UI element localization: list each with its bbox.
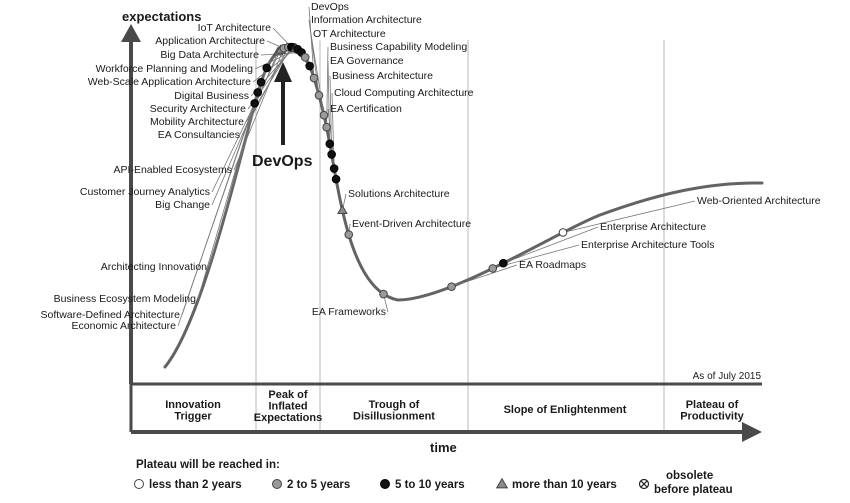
technology-label: Cloud Computing Architecture bbox=[334, 87, 474, 99]
technology-marker bbox=[344, 230, 354, 239]
technology-label: Web-Oriented Architecture bbox=[697, 195, 821, 207]
legend-marker-lt2 bbox=[134, 479, 144, 489]
phase-label: Peak of Inflated Expectations bbox=[254, 389, 322, 424]
label-connector bbox=[503, 226, 599, 264]
technology-label: Architecting Innovation bbox=[101, 261, 207, 273]
technology-label: EA Governance bbox=[330, 55, 404, 67]
y-axis bbox=[121, 24, 141, 384]
technology-label: Solutions Architecture bbox=[348, 188, 450, 200]
technology-label: Information Architecture bbox=[311, 14, 422, 26]
technology-marker bbox=[322, 122, 331, 132]
legend-label-lt2: less than 2 years bbox=[149, 479, 242, 491]
technology-label: Business Architecture bbox=[332, 70, 433, 82]
phase-label: Trough of Disillusionment bbox=[353, 399, 435, 423]
technology-marker bbox=[337, 204, 348, 215]
technology-label: Business Ecosystem Modeling bbox=[54, 293, 197, 305]
technology-label: DevOps bbox=[311, 1, 349, 13]
time-axis bbox=[129, 382, 762, 442]
legend-label-5to10: 5 to 10 years bbox=[395, 479, 465, 491]
technology-marker bbox=[309, 73, 319, 83]
technology-label: Enterprise Architecture bbox=[600, 221, 706, 233]
label-connector bbox=[254, 48, 298, 70]
devops-annotation-arrow bbox=[274, 62, 292, 145]
phase-label: Plateau of Productivity bbox=[680, 399, 744, 423]
legend-label-obsolete: obsolete before plateau bbox=[654, 470, 733, 496]
technology-label: EA Roadmaps bbox=[519, 259, 586, 271]
technology-label: Digital Business bbox=[174, 90, 249, 102]
technology-marker bbox=[499, 258, 508, 268]
technology-marker bbox=[300, 53, 310, 62]
technology-label: Business Capability Modeling bbox=[330, 41, 467, 53]
technology-marker bbox=[331, 174, 341, 184]
technology-marker bbox=[325, 139, 335, 149]
as-of-note: As of July 2015 bbox=[693, 371, 762, 382]
technology-label: IoT Architecture bbox=[198, 22, 272, 34]
legend-marker-obsolete bbox=[638, 478, 650, 490]
label-connector bbox=[308, 19, 320, 96]
technology-marker bbox=[379, 289, 388, 299]
technology-label: Web-Scale Application Architecture bbox=[88, 76, 251, 88]
technology-label: Event-Driven Architecture bbox=[352, 218, 471, 230]
technology-label: Software-Defined Architecture bbox=[41, 309, 181, 321]
technology-marker bbox=[319, 110, 329, 120]
phase-label: Innovation Trigger bbox=[165, 399, 221, 423]
technology-marker bbox=[488, 264, 498, 273]
legend-label-gt10: more than 10 years bbox=[512, 479, 617, 491]
technology-label: Enterprise Architecture Tools bbox=[581, 239, 714, 251]
technology-label: Customer Journey Analytics bbox=[80, 186, 210, 198]
legend-title: Plateau will be reached in: bbox=[136, 459, 280, 471]
technology-label: Workforce Planning and Modeling bbox=[96, 63, 254, 75]
legend-marker-gt10 bbox=[495, 477, 509, 489]
phase-label: Slope of Enlightenment bbox=[504, 404, 627, 416]
technology-markers bbox=[250, 42, 568, 299]
technology-label: OT Architecture bbox=[313, 28, 386, 40]
technology-marker bbox=[250, 98, 259, 108]
technology-label: EA Consultancies bbox=[158, 129, 240, 141]
technology-marker bbox=[305, 61, 314, 71]
technology-label: EA Certification bbox=[330, 103, 402, 115]
legend-label-2to5: 2 to 5 years bbox=[287, 479, 350, 491]
phase-labels: Innovation Trigger Peak of Inflated Expectat… bbox=[165, 389, 744, 424]
label-connector bbox=[310, 33, 325, 116]
label-connector bbox=[252, 47, 297, 83]
technology-label: Economic Architecture bbox=[72, 320, 177, 332]
x-axis-title: time bbox=[430, 440, 457, 455]
technology-label: Mobility Architecture bbox=[150, 116, 244, 128]
label-connector bbox=[451, 264, 518, 288]
legend-marker-2to5 bbox=[272, 479, 282, 489]
technology-marker bbox=[314, 91, 324, 100]
technology-label: Big Change bbox=[155, 199, 210, 211]
technology-marker bbox=[329, 164, 339, 173]
legend: less than 2 years 2 to 5 years 5 to 10 yea… bbox=[134, 470, 733, 496]
technology-label: Big Data Architecture bbox=[160, 49, 259, 61]
technology-marker bbox=[253, 88, 263, 97]
technology-marker bbox=[262, 63, 272, 73]
technology-marker bbox=[327, 150, 336, 159]
legend-marker-5to10 bbox=[380, 479, 390, 489]
label-connector bbox=[562, 200, 696, 233]
technology-marker bbox=[256, 77, 266, 87]
technology-label: API-Enabled Ecosystems bbox=[114, 164, 232, 176]
technology-label: Security Architecture bbox=[150, 103, 246, 115]
technology-marker bbox=[558, 228, 568, 237]
technology-label: EA Frameworks bbox=[312, 306, 386, 318]
technology-marker bbox=[447, 282, 456, 291]
y-axis-title: expectations bbox=[122, 9, 201, 24]
devops-annotation-label: DevOps bbox=[252, 153, 313, 170]
technology-label: Application Architecture bbox=[155, 35, 265, 47]
